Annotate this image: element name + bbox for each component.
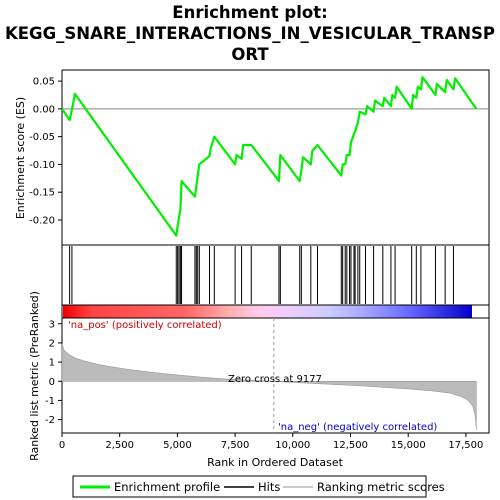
ranked-metric-layer: -2 -1 0 1 2 3 0 2,500 5,000 7,500 10,000 12,500 15,0… bbox=[45, 318, 483, 451]
legend-enrichment-label: Enrichment profile bbox=[114, 480, 220, 494]
ranked-xtick-label: 7,500 bbox=[221, 440, 250, 451]
neg-correlated-label: 'na_neg' (negatively correlated) bbox=[278, 422, 437, 433]
chart-title-line-1: Enrichment plot: bbox=[172, 3, 327, 22]
es-ytick-label: 0.05 bbox=[33, 77, 55, 88]
ranked-xtick-label: 10,000 bbox=[275, 440, 310, 451]
ranked-xtick-label: 2,500 bbox=[105, 440, 134, 451]
chart-title-line-2: KEGG_SNARE_INTERACTIONS_IN_VESICULAR_TRA… bbox=[5, 24, 495, 43]
ranked-ytick-label: 1 bbox=[49, 358, 55, 369]
legend-ranking-label: Ranking metric scores bbox=[317, 480, 445, 494]
es-ytick-label: -0.05 bbox=[29, 132, 55, 143]
es-ytick-label: -0.15 bbox=[29, 188, 55, 199]
es-ylabel: Enrichment score (ES) bbox=[14, 97, 27, 219]
pos-correlated-label: 'na_pos' (positively correlated) bbox=[68, 320, 222, 331]
chart-title-line-3: ORT bbox=[231, 45, 269, 64]
ranked-xtick-label: 0 bbox=[59, 440, 65, 451]
ranked-xtick-label: 12,500 bbox=[333, 440, 368, 451]
legend: Enrichment profile Hits Ranking metric s… bbox=[72, 475, 445, 498]
es-plot-layer: -0.20 -0.15 -0.10 -0.05 0.00 0.05 bbox=[29, 76, 489, 237]
legend-hits-label: Hits bbox=[258, 480, 280, 494]
ranked-xtick-label: 5,000 bbox=[163, 440, 192, 451]
ranked-xlabel: Rank in Ordered Dataset bbox=[207, 456, 344, 469]
es-ytick-label: 0.00 bbox=[33, 104, 55, 115]
ranked-xtick-label: 15,000 bbox=[391, 440, 426, 451]
ranked-ytick-label: 3 bbox=[49, 319, 55, 330]
ranked-ytick-label: 0 bbox=[49, 377, 55, 388]
enrichment-profile-line bbox=[61, 76, 478, 237]
ranked-ylabel: Ranked list metric (PreRanked) bbox=[28, 291, 41, 461]
es-ytick-label: -0.10 bbox=[29, 160, 55, 171]
ranked-xtick-label: 17,500 bbox=[448, 440, 483, 451]
ranked-ytick-label: -2 bbox=[45, 415, 55, 426]
zero-cross-label: Zero cross at 9177 bbox=[228, 374, 322, 385]
hits-layer bbox=[69, 246, 454, 304]
ranked-ytick-label: 2 bbox=[49, 338, 55, 349]
es-ytick-label: -0.20 bbox=[29, 216, 55, 227]
ranking-metric-area bbox=[61, 343, 477, 431]
hits-panel-frame bbox=[61, 244, 490, 306]
ranked-ytick-label: -1 bbox=[45, 396, 55, 407]
ranking-gradient-bar bbox=[63, 305, 472, 318]
es-panel-frame bbox=[61, 69, 490, 246]
